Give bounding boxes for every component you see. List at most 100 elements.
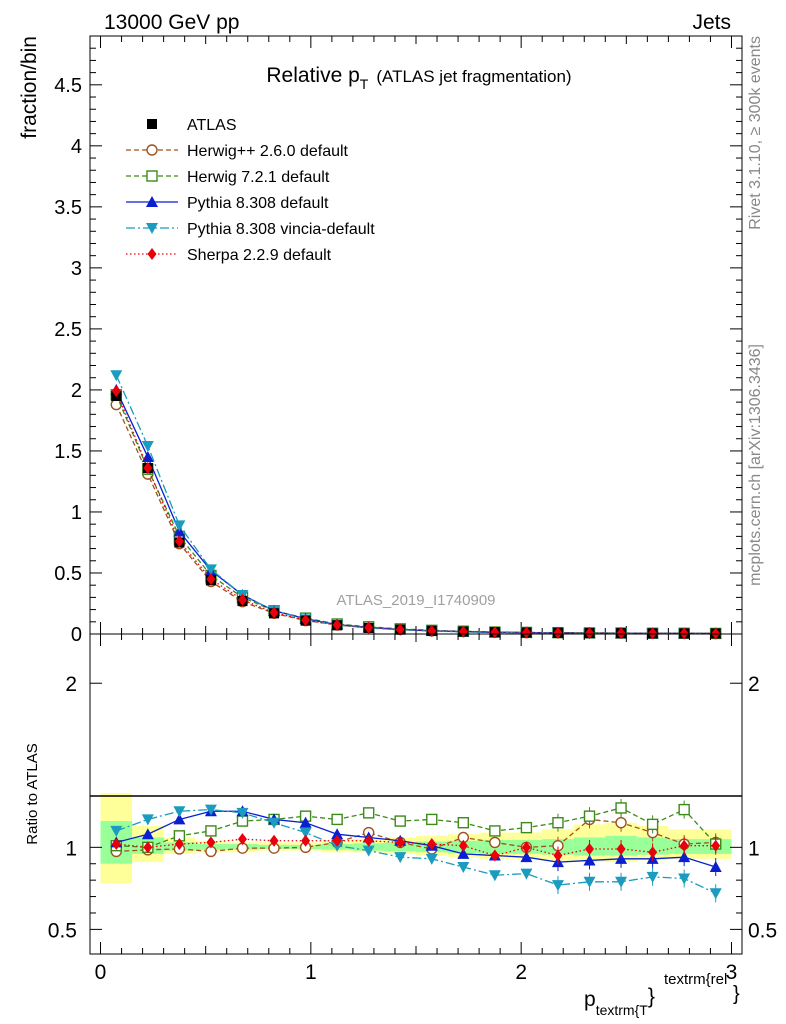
- ratio-point: [583, 810, 596, 822]
- ratio-point: [332, 834, 342, 847]
- ratio-point: [709, 861, 722, 873]
- sherpa-data-point: [332, 618, 342, 631]
- ratio-point: [457, 817, 470, 829]
- main-ytick-label: 2: [71, 380, 82, 402]
- xlabel-brace: }: [648, 985, 655, 1008]
- ratio-point: [299, 827, 312, 839]
- ratio-ylabel: Ratio to ATLAS: [24, 743, 41, 844]
- ratio-point: [520, 821, 533, 834]
- mcplots-label: mcplots.cern.ch [arXiv:1306.3436]: [747, 344, 764, 586]
- ratio-point: [364, 834, 374, 847]
- main-title: Relative pT (ATLAS jet fragmentation): [266, 64, 571, 92]
- ratio-point: [552, 817, 564, 829]
- ratio-point: [362, 845, 375, 857]
- series-sherpa-overlay: [111, 385, 721, 640]
- ratio-point: [395, 836, 405, 849]
- xlabel-sub: textrm{T: [596, 1002, 649, 1018]
- main-ytick-label: 1.5: [54, 441, 82, 463]
- xlabel-main: p: [584, 988, 596, 1011]
- ratio-ytick-label: 2: [65, 673, 77, 696]
- ratio-point: [711, 839, 721, 852]
- legend-label: ATLAS: [187, 117, 237, 134]
- legend-marker: [146, 170, 158, 182]
- ratio-point: [426, 813, 438, 826]
- ratio-point: [488, 870, 501, 882]
- ratio-xtick-label: 3: [726, 961, 738, 984]
- ratio-panel: 0.5 0.5 1 1 2 2 0 1 2 3 Ratio to ATLAS ptextrm{T}…: [24, 633, 777, 1018]
- sherpa-data-point: [585, 627, 595, 640]
- ratio-point: [394, 852, 407, 864]
- ratio-point: [301, 834, 311, 847]
- ratio-point: [458, 839, 468, 852]
- sherpa-data-point: [395, 623, 405, 636]
- main-ylabel: fraction/bin: [18, 36, 41, 139]
- ratio-point: [394, 815, 406, 827]
- ratio-series-sherpa-2-2-9-default: [111, 833, 721, 865]
- ratio-point: [583, 876, 596, 888]
- header-right: Jets: [692, 11, 731, 34]
- ratio-point: [269, 834, 279, 847]
- ratio-point: [331, 813, 343, 826]
- main-ytick-label: 2.5: [54, 319, 82, 341]
- main-title-main: Relative p: [266, 64, 359, 87]
- sherpa-data-point: [301, 614, 311, 627]
- sherpa-data-point: [143, 462, 153, 475]
- series-line: [115, 375, 716, 635]
- ratio-point: [141, 828, 154, 840]
- sherpa-data-point: [616, 627, 626, 640]
- main-series-group: [110, 370, 722, 640]
- legend: ATLAS Herwig++ 2.6.0 default Herwig 7.2.1 …: [126, 117, 375, 264]
- ratio-point: [615, 852, 628, 864]
- ratio-point: [521, 841, 531, 854]
- ratio-xtick-label: 0: [95, 961, 107, 984]
- ratio-point: [678, 873, 691, 885]
- ratio-xlabel-superscript: textrm{rel: [664, 971, 727, 988]
- ratio-point: [551, 880, 564, 892]
- data-point: [204, 564, 217, 576]
- legend-entry-herwig-7-2-1-default: Herwig 7.2.1 default: [126, 169, 330, 186]
- data-point: [110, 370, 123, 382]
- sherpa-data-point: [490, 626, 500, 639]
- ratio-point: [489, 825, 501, 837]
- ratio-point: [111, 838, 121, 851]
- ratio-point: [679, 839, 689, 852]
- main-ytick-label: 0.5: [54, 563, 82, 585]
- sherpa-data-point: [174, 535, 184, 548]
- sherpa-data-point: [269, 606, 279, 619]
- ratio-point: [457, 847, 470, 859]
- sherpa-data-point: [206, 573, 216, 586]
- main-ytick-label: 4.5: [54, 75, 82, 97]
- ratio-point: [331, 828, 344, 840]
- ratio-point: [205, 825, 217, 837]
- ratio-xlabel: ptextrm{T}: [584, 985, 655, 1018]
- sherpa-data-point: [553, 626, 563, 639]
- sherpa-data-point: [648, 627, 658, 640]
- legend-entry-pythia-8-308-default: Pythia 8.308 default: [126, 195, 329, 212]
- ratio-point: [141, 814, 154, 826]
- data-point: [173, 520, 186, 532]
- ratio-point: [268, 817, 281, 829]
- ratio-line: [116, 808, 716, 894]
- ratio-point: [173, 806, 186, 818]
- ratio-point: [585, 842, 595, 855]
- ratio-point: [553, 849, 563, 862]
- ratio-point: [425, 853, 438, 865]
- ratio-point: [583, 854, 596, 866]
- sherpa-data-point: [679, 627, 689, 640]
- ratio-point: [678, 851, 691, 863]
- legend-label: Herwig 7.2.1 default: [187, 169, 330, 186]
- legend-label: Sherpa 2.2.9 default: [187, 247, 332, 264]
- ratio-point: [648, 846, 658, 859]
- legend-entry-pythia-8-308-vincia-default: Pythia 8.308 vincia-default: [126, 221, 375, 238]
- legend-entry-atlas: ATLAS: [147, 117, 237, 134]
- legend-marker: [146, 144, 158, 156]
- ratio-point: [143, 841, 153, 854]
- legend-marker: [147, 119, 157, 129]
- legend-entry-herwig-2-6-0-default: Herwig++ 2.6.0 default: [126, 143, 349, 160]
- main-title-sub: T: [360, 76, 369, 92]
- ratio-point: [678, 803, 690, 816]
- ratio-ytick-label: 0.5: [48, 919, 77, 942]
- main-ytick-label: 1: [71, 502, 82, 524]
- ratio-point: [174, 838, 184, 851]
- ratio-point: [236, 807, 249, 819]
